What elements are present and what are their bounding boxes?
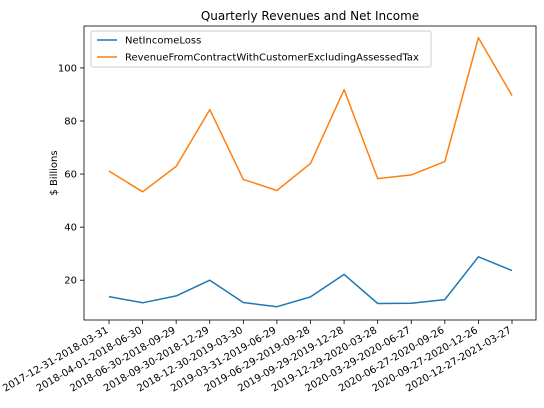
- y-tick-label: 20: [64, 276, 77, 287]
- y-axis: 20 40 60 80 100: [58, 63, 84, 287]
- y-axis-label: $ Billions: [49, 150, 60, 195]
- series-line-netincomeloss: [108, 256, 513, 308]
- chart-title: Quarterly Revenues and Net Income: [201, 9, 419, 23]
- y-tick-label: 80: [64, 116, 77, 127]
- legend: NetIncomeLoss RevenueFromContractWithCus…: [90, 30, 432, 68]
- plot-spines: [83, 25, 537, 321]
- legend-label-revenue: RevenueFromContractWithCustomerExcluding…: [125, 53, 419, 64]
- y-tick-label: 100: [58, 63, 77, 74]
- series-lines: [108, 36, 513, 308]
- y-tick-label: 60: [64, 170, 77, 181]
- x-axis: 2017-12-31-2018-03-312018-04-01-2018-06-…: [1, 320, 514, 395]
- plot-area: [84, 26, 536, 320]
- y-tick-label: 40: [64, 223, 77, 234]
- legend-label-netincomeloss: NetIncomeLoss: [125, 36, 201, 47]
- plot-frame: [83, 25, 537, 321]
- series-line-revenue: [108, 36, 513, 193]
- legend-box: [90, 30, 432, 68]
